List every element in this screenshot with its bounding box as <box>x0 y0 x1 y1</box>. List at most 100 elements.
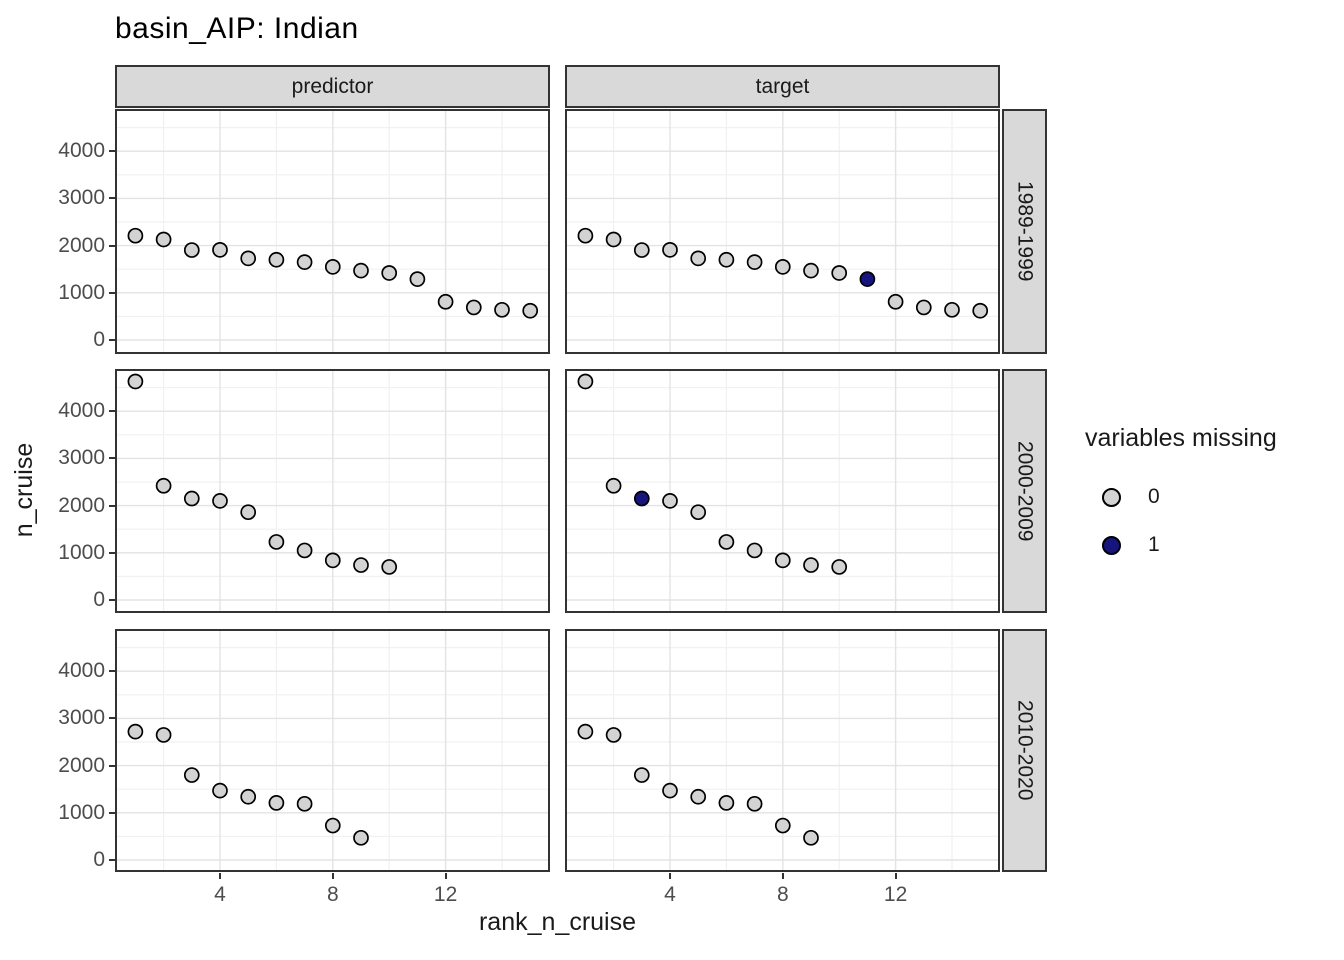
legend-item-label: 1 <box>1148 533 1160 556</box>
x-axis-tick-label: 4 <box>214 883 226 906</box>
data-point <box>183 767 200 783</box>
data-point <box>972 302 989 319</box>
x-axis-tick-mark <box>219 873 221 879</box>
facet-row-strip-2010-2020: 2010-2020 <box>1002 629 1047 872</box>
data-point <box>605 727 622 743</box>
y-axis-tick-label: 1000 <box>58 540 105 564</box>
legend-item-label: 0 <box>1148 485 1160 508</box>
y-axis-tick-label: 4000 <box>58 659 105 683</box>
data-point <box>324 552 341 569</box>
data-point <box>577 723 594 740</box>
data-point <box>803 557 819 573</box>
facet-column-strip-target: target <box>565 65 1000 108</box>
data-point <box>746 542 763 559</box>
x-axis-tick-label: 8 <box>326 883 339 906</box>
facet-column-strip-predictor: predictor <box>115 65 550 108</box>
y-axis-tick-mark <box>109 599 115 601</box>
data-point <box>409 271 426 287</box>
data-point <box>268 534 285 550</box>
data-point <box>155 231 172 248</box>
y-axis-tick-label: 0 <box>93 588 105 611</box>
data-point <box>718 795 735 811</box>
data-point <box>690 250 707 267</box>
y-axis-tick-label: 0 <box>93 328 105 351</box>
data-point <box>240 250 257 267</box>
y-axis-tick-mark <box>109 150 115 153</box>
facet-row-strip-2000-2009: 2000-2009 <box>1002 369 1047 613</box>
panel-border <box>115 629 550 872</box>
data-point <box>690 504 707 521</box>
panel-target-1989-1999 <box>565 109 1000 354</box>
data-point <box>577 227 594 244</box>
data-point <box>915 299 932 316</box>
y-axis-tick-mark <box>109 551 115 554</box>
panel-predictor-2010-2020 <box>115 629 550 872</box>
data-point <box>774 258 791 275</box>
x-axis-tick-label: 4 <box>664 883 676 906</box>
data-point <box>296 795 313 812</box>
data-point <box>887 293 904 310</box>
panel-border <box>115 369 550 613</box>
data-point <box>296 542 313 559</box>
data-point <box>127 227 144 244</box>
data-point <box>633 767 650 783</box>
data-point <box>690 788 707 805</box>
data-point <box>127 373 144 390</box>
y-axis-tick-label: 4000 <box>58 139 105 163</box>
data-point <box>746 254 763 270</box>
plot-title: basin_AIP: Indian <box>115 12 359 45</box>
y-axis-tick-mark <box>109 291 115 294</box>
facet-row-label: 2010-2020 <box>1013 700 1037 801</box>
legend-point-swatch-navy <box>1102 535 1121 555</box>
data-point <box>324 258 341 275</box>
data-point <box>465 299 482 316</box>
panel-border <box>565 629 1000 872</box>
y-axis-tick-label: 2000 <box>58 753 105 777</box>
y-axis-tick-mark <box>109 764 115 767</box>
data-point <box>212 241 228 258</box>
data-point <box>662 782 678 799</box>
data-point <box>494 301 510 318</box>
data-point <box>831 265 848 281</box>
y-axis-tick-label: 4000 <box>58 399 105 423</box>
data-point <box>268 251 285 268</box>
data-point <box>746 795 763 812</box>
y-axis-tick-mark <box>109 339 115 341</box>
y-axis-tick-mark <box>109 197 115 200</box>
y-axis-tick-label: 3000 <box>58 446 105 470</box>
panel-border <box>565 369 1000 613</box>
data-point <box>183 242 200 258</box>
y-axis-tick-mark <box>109 457 115 460</box>
data-point <box>155 727 172 743</box>
y-axis-title: n_cruise <box>10 442 38 538</box>
x-axis-tick-label: 12 <box>433 883 458 906</box>
data-point <box>605 231 622 248</box>
y-axis-tick-label: 3000 <box>58 706 105 730</box>
x-axis-title: rank_n_cruise <box>478 908 637 936</box>
x-axis-tick-mark <box>669 873 671 879</box>
x-axis-tick-mark <box>894 873 897 879</box>
panel-predictor-1989-1999 <box>115 109 550 354</box>
legend-item-0: 0 <box>1085 473 1335 521</box>
facet-column-label: target <box>755 74 810 98</box>
data-point <box>240 504 257 521</box>
x-axis-tick-mark <box>781 873 784 879</box>
data-point <box>353 262 369 279</box>
facet-column-label: predictor <box>291 74 374 98</box>
y-axis-tick-label: 0 <box>93 848 105 871</box>
y-axis-tick-mark <box>109 859 115 861</box>
data-point <box>127 723 144 740</box>
data-point <box>437 293 454 310</box>
data-point <box>268 795 285 811</box>
legend-title: variables missing <box>1085 424 1277 452</box>
y-axis-tick-label: 1000 <box>58 800 105 824</box>
data-point <box>212 493 228 509</box>
y-axis-tick-label: 3000 <box>58 186 105 210</box>
panel-border <box>565 109 1000 354</box>
data-point <box>212 782 228 799</box>
y-axis-tick-mark <box>109 811 115 814</box>
data-point <box>633 242 650 258</box>
panel-border <box>115 109 550 354</box>
x-axis-tick-label: 12 <box>883 883 908 906</box>
